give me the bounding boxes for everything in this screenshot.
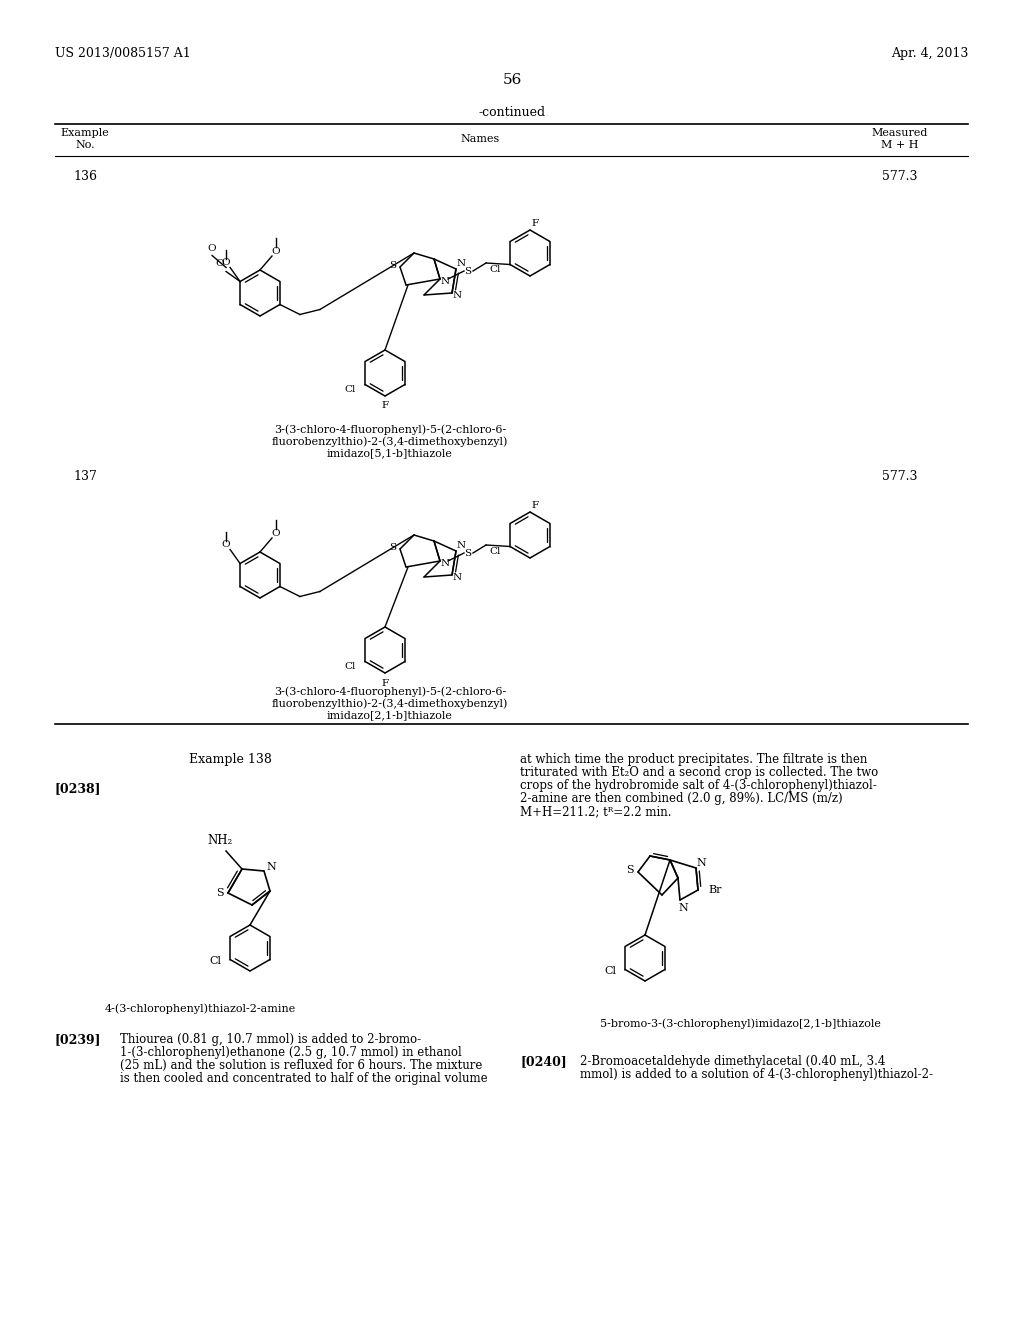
Text: Names: Names <box>461 135 500 144</box>
Text: S: S <box>216 888 224 898</box>
Text: 3-(3-chloro-4-fluorophenyl)-5-(2-chloro-6-: 3-(3-chloro-4-fluorophenyl)-5-(2-chloro-… <box>273 686 506 697</box>
Text: Example 138: Example 138 <box>188 752 271 766</box>
Text: F: F <box>531 219 539 227</box>
Text: 56: 56 <box>503 73 521 87</box>
Text: O: O <box>222 257 230 267</box>
Text: [0238]: [0238] <box>55 781 101 795</box>
Text: 577.3: 577.3 <box>883 470 918 483</box>
Text: Cl: Cl <box>489 265 501 275</box>
Text: Example
No.: Example No. <box>60 128 110 149</box>
Text: Measured
M + H: Measured M + H <box>871 128 928 149</box>
Text: S: S <box>465 549 472 557</box>
Text: US 2013/0085157 A1: US 2013/0085157 A1 <box>55 46 190 59</box>
Text: N: N <box>440 558 450 568</box>
Text: 2-amine are then combined (2.0 g, 89%). LC/MS (m/z): 2-amine are then combined (2.0 g, 89%). … <box>520 792 843 805</box>
Text: NH₂: NH₂ <box>208 834 232 847</box>
Text: F: F <box>381 401 388 411</box>
Text: S: S <box>389 543 396 552</box>
Text: imidazo[2,1-b]thiazole: imidazo[2,1-b]thiazole <box>327 710 453 719</box>
Text: 136: 136 <box>73 170 97 183</box>
Text: 577.3: 577.3 <box>883 170 918 183</box>
Text: 2-Bromoacetaldehyde dimethylacetal (0.40 mL, 3.4: 2-Bromoacetaldehyde dimethylacetal (0.40… <box>580 1055 886 1068</box>
Text: fluorobenzylthio)-2-(3,4-dimethoxybenzyl): fluorobenzylthio)-2-(3,4-dimethoxybenzyl… <box>271 698 508 709</box>
Text: S: S <box>627 865 634 875</box>
Text: Cl: Cl <box>344 385 355 393</box>
Text: N: N <box>453 573 462 582</box>
Text: Apr. 4, 2013: Apr. 4, 2013 <box>891 46 968 59</box>
Text: N: N <box>453 290 462 300</box>
Text: N: N <box>440 276 450 285</box>
Text: [0240]: [0240] <box>520 1055 566 1068</box>
Text: Cl: Cl <box>489 546 501 556</box>
Text: N: N <box>266 862 275 873</box>
Text: N: N <box>678 903 688 913</box>
Text: crops of the hydrobromide salt of 4-(3-chlorophenyl)thiazol-: crops of the hydrobromide salt of 4-(3-c… <box>520 779 877 792</box>
Text: O: O <box>208 244 216 253</box>
Text: triturated with Et₂O and a second crop is collected. The two: triturated with Et₂O and a second crop i… <box>520 766 879 779</box>
Text: 5-bromo-3-(3-chlorophenyl)imidazo[2,1-b]thiazole: 5-bromo-3-(3-chlorophenyl)imidazo[2,1-b]… <box>600 1018 881 1028</box>
Text: at which time the product precipitates. The filtrate is then: at which time the product precipitates. … <box>520 752 867 766</box>
Text: O: O <box>271 528 281 537</box>
Text: [0239]: [0239] <box>55 1034 101 1045</box>
Text: Thiourea (0.81 g, 10.7 mmol) is added to 2-bromo-: Thiourea (0.81 g, 10.7 mmol) is added to… <box>120 1034 421 1045</box>
Text: S: S <box>465 267 472 276</box>
Text: N: N <box>457 259 466 268</box>
Text: is then cooled and concentrated to half of the original volume: is then cooled and concentrated to half … <box>120 1072 487 1085</box>
Text: Cl: Cl <box>344 663 355 671</box>
Text: N: N <box>696 858 706 869</box>
Text: 3-(3-chloro-4-fluorophenyl)-5-(2-chloro-6-: 3-(3-chloro-4-fluorophenyl)-5-(2-chloro-… <box>273 424 506 434</box>
Text: F: F <box>381 678 388 688</box>
Text: mmol) is added to a solution of 4-(3-chlorophenyl)thiazol-2-: mmol) is added to a solution of 4-(3-chl… <box>580 1068 933 1081</box>
Text: F: F <box>531 500 539 510</box>
Text: O: O <box>271 247 281 256</box>
Text: S: S <box>389 260 396 269</box>
Text: 1-(3-chlorophenyl)ethanone (2.5 g, 10.7 mmol) in ethanol: 1-(3-chlorophenyl)ethanone (2.5 g, 10.7 … <box>120 1045 462 1059</box>
Text: N: N <box>457 540 466 549</box>
Text: O: O <box>216 259 224 268</box>
Text: imidazo[5,1-b]thiazole: imidazo[5,1-b]thiazole <box>327 447 453 458</box>
Text: Cl: Cl <box>604 966 616 977</box>
Text: -continued: -continued <box>478 107 546 120</box>
Text: Cl: Cl <box>209 957 221 966</box>
Text: fluorobenzylthio)-2-(3,4-dimethoxybenzyl): fluorobenzylthio)-2-(3,4-dimethoxybenzyl… <box>271 436 508 446</box>
Text: Br: Br <box>708 884 722 895</box>
Text: (25 mL) and the solution is refluxed for 6 hours. The mixture: (25 mL) and the solution is refluxed for… <box>120 1059 482 1072</box>
Text: 137: 137 <box>73 470 97 483</box>
Text: O: O <box>222 540 230 549</box>
Text: M+H=211.2; tᴿ=2.2 min.: M+H=211.2; tᴿ=2.2 min. <box>520 805 672 818</box>
Text: 4-(3-chlorophenyl)thiazol-2-amine: 4-(3-chlorophenyl)thiazol-2-amine <box>104 1003 296 1014</box>
